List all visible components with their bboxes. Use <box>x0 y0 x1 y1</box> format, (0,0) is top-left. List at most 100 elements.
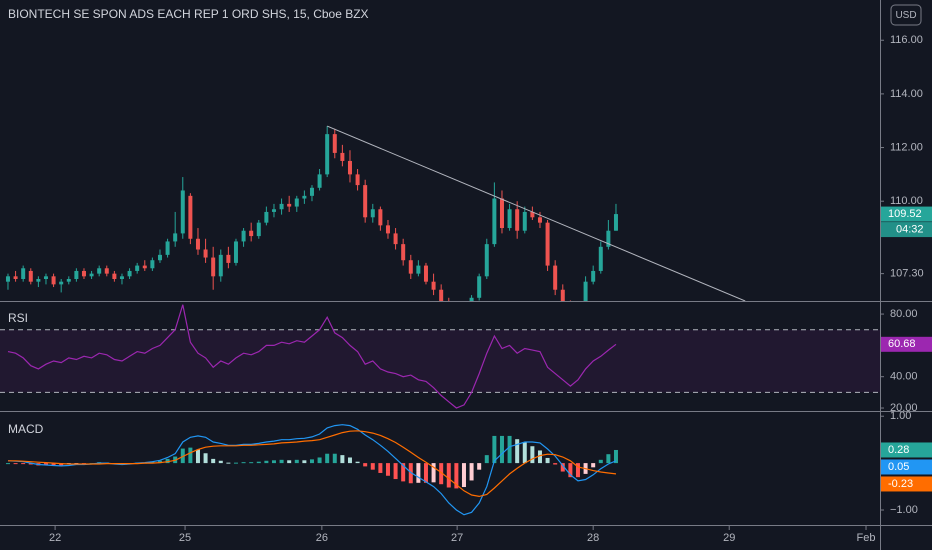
candle-body <box>142 265 147 269</box>
value-tag <box>881 206 932 222</box>
histogram-bar <box>613 449 618 464</box>
histogram-bar <box>606 454 611 464</box>
currency[interactable]: USD <box>895 10 916 21</box>
candle-body <box>226 254 231 263</box>
candle-body <box>385 225 390 234</box>
candle-body <box>256 222 261 237</box>
histogram-bar <box>484 455 489 464</box>
histogram-bar <box>522 442 527 464</box>
candle-body <box>591 270 596 282</box>
candle-body <box>173 233 178 242</box>
candle-body <box>279 203 284 210</box>
x-tick-label: 28 <box>587 532 599 544</box>
candle-body <box>355 174 360 186</box>
histogram-bar <box>347 457 352 464</box>
histogram-bar <box>499 435 504 464</box>
histogram-bar <box>188 447 193 464</box>
histogram-bar <box>553 463 558 465</box>
candle-body <box>97 268 102 274</box>
candle-body <box>294 198 299 207</box>
candle-body <box>112 273 117 280</box>
candle-body <box>499 198 504 229</box>
candle-body <box>537 217 542 223</box>
histogram-bar <box>461 463 466 488</box>
value-tag <box>881 476 932 492</box>
histogram-bar <box>226 462 231 464</box>
candle-body <box>89 273 94 277</box>
value-tag-label: 0.05 <box>888 461 909 473</box>
x-tick-label: 22 <box>49 532 61 544</box>
candle-body <box>36 279 41 282</box>
value-tag <box>881 459 932 475</box>
candle-body <box>553 265 558 290</box>
histogram-bar <box>21 463 26 465</box>
currency-button[interactable] <box>890 4 922 26</box>
candle-body <box>423 265 428 282</box>
candle-body <box>439 289 444 301</box>
histogram-bar <box>195 449 200 464</box>
candle-body <box>378 209 383 226</box>
candle-body <box>127 270 132 277</box>
candle-body <box>195 238 200 250</box>
histogram-bar <box>43 463 48 466</box>
value-tag-label: 60.68 <box>888 338 916 350</box>
y-tick-label: 20.00 <box>890 402 918 414</box>
histogram-bar <box>5 463 10 465</box>
histogram-bar <box>233 462 238 464</box>
candle-body <box>469 297 474 301</box>
histogram-bar <box>271 460 276 464</box>
value-tag-label: -0.23 <box>888 478 913 490</box>
candle-body <box>613 214 618 231</box>
candle-body <box>606 230 611 247</box>
histogram-bar <box>560 463 565 472</box>
candle-body <box>135 265 140 271</box>
histogram-bar <box>294 459 299 464</box>
candle-body <box>74 270 79 280</box>
candle-body <box>393 233 398 245</box>
candle-body <box>332 134 337 153</box>
pane-title: RSI <box>8 311 28 325</box>
histogram-bar <box>157 460 162 464</box>
y-tick-label: −1.00 <box>890 504 918 516</box>
x-tick-label: Feb <box>857 532 876 544</box>
y-tick-label: 107.30 <box>890 268 924 280</box>
histogram-bar <box>203 453 208 464</box>
histogram-bar <box>423 463 428 483</box>
value-tag <box>881 336 932 352</box>
histogram-bar <box>393 463 398 480</box>
candle-body <box>165 241 170 255</box>
candle-body <box>233 241 238 263</box>
candle-body <box>249 230 254 237</box>
histogram-bar <box>165 458 170 464</box>
histogram-bar <box>378 463 383 473</box>
y-tick-label: 1.00 <box>890 410 911 422</box>
candle-body <box>347 160 352 175</box>
candle-body <box>560 289 565 301</box>
candle-body <box>218 254 223 277</box>
histogram-bar <box>59 463 64 466</box>
histogram-bar <box>363 463 368 467</box>
histogram-bar <box>28 463 33 465</box>
candle-body <box>287 203 292 207</box>
histogram-bar <box>469 463 474 481</box>
histogram-bar <box>454 463 459 489</box>
histogram-bar <box>51 463 56 466</box>
candle-body <box>583 281 588 301</box>
candle-body <box>81 270 86 277</box>
histogram-bar <box>545 457 550 464</box>
histogram-bar <box>264 460 269 464</box>
histogram-bar <box>211 458 216 464</box>
rsi-line <box>7 304 617 409</box>
histogram-bar <box>325 453 330 464</box>
histogram-bar <box>477 463 482 470</box>
chart-title: BIONTECH SE SPON ADS EACH REP 1 ORD SHS,… <box>8 7 369 21</box>
candle-body <box>13 276 18 280</box>
histogram-bar <box>492 435 497 464</box>
x-tick-label: 26 <box>316 532 328 544</box>
histogram-bar <box>218 460 223 464</box>
value-tag-label: 0.28 <box>888 444 909 456</box>
candle-body <box>119 276 124 280</box>
candle-body <box>431 281 436 290</box>
candle-body <box>363 185 368 218</box>
